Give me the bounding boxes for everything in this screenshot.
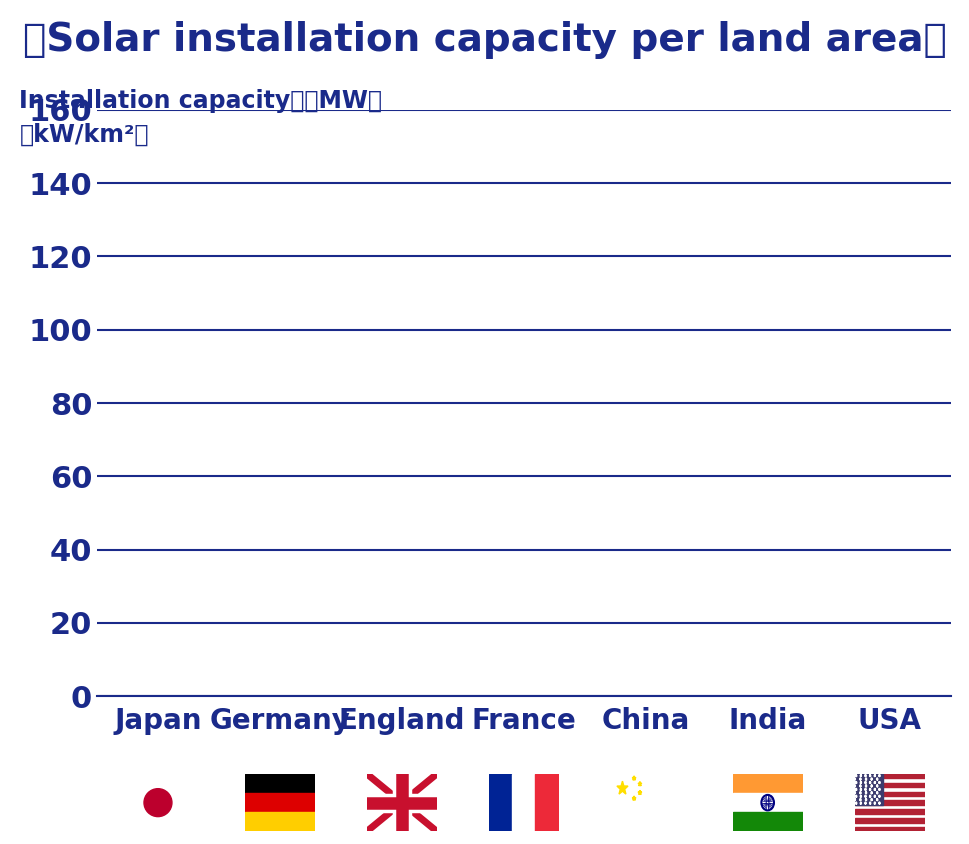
Polygon shape bbox=[855, 795, 857, 798]
Polygon shape bbox=[878, 774, 880, 776]
Polygon shape bbox=[855, 774, 857, 776]
Polygon shape bbox=[863, 795, 865, 798]
Polygon shape bbox=[864, 785, 866, 787]
Polygon shape bbox=[878, 802, 880, 804]
Polygon shape bbox=[868, 802, 870, 804]
Text: 【Solar installation capacity per land area】: 【Solar installation capacity per land ar… bbox=[23, 21, 946, 59]
Bar bbox=[732, 793, 801, 812]
Polygon shape bbox=[875, 785, 877, 787]
Polygon shape bbox=[875, 792, 877, 794]
Text: （kW/km²）: （kW/km²） bbox=[19, 122, 149, 146]
Polygon shape bbox=[864, 798, 866, 801]
Polygon shape bbox=[855, 802, 857, 804]
Polygon shape bbox=[868, 781, 870, 784]
Polygon shape bbox=[878, 788, 880, 791]
Bar bbox=[854, 818, 923, 823]
Polygon shape bbox=[875, 777, 877, 780]
Bar bbox=[732, 774, 801, 793]
Polygon shape bbox=[632, 776, 636, 780]
Polygon shape bbox=[863, 781, 865, 784]
Polygon shape bbox=[863, 788, 865, 791]
Polygon shape bbox=[873, 788, 875, 791]
Polygon shape bbox=[853, 785, 855, 787]
Bar bbox=[854, 827, 923, 831]
Polygon shape bbox=[868, 788, 870, 791]
Polygon shape bbox=[864, 777, 866, 780]
Polygon shape bbox=[863, 802, 865, 804]
Polygon shape bbox=[638, 782, 641, 786]
Bar bbox=[488, 774, 512, 831]
Polygon shape bbox=[878, 795, 880, 798]
Bar bbox=[732, 812, 801, 831]
Polygon shape bbox=[873, 795, 875, 798]
Bar bbox=[854, 800, 923, 805]
Bar bbox=[245, 774, 315, 793]
Polygon shape bbox=[873, 781, 875, 784]
Polygon shape bbox=[638, 790, 641, 794]
Bar bbox=[854, 774, 923, 778]
Circle shape bbox=[143, 788, 172, 817]
Polygon shape bbox=[873, 774, 875, 776]
Polygon shape bbox=[859, 798, 860, 801]
Polygon shape bbox=[875, 798, 877, 801]
Bar bbox=[245, 793, 315, 812]
Bar bbox=[854, 792, 923, 796]
Polygon shape bbox=[859, 785, 860, 787]
Polygon shape bbox=[870, 785, 871, 787]
Polygon shape bbox=[855, 788, 857, 791]
Polygon shape bbox=[853, 792, 855, 794]
Polygon shape bbox=[864, 792, 866, 794]
Polygon shape bbox=[853, 798, 855, 801]
Polygon shape bbox=[863, 774, 865, 776]
Polygon shape bbox=[868, 774, 870, 776]
Polygon shape bbox=[859, 777, 860, 780]
Polygon shape bbox=[632, 796, 636, 800]
Bar bbox=[854, 774, 882, 805]
Bar bbox=[512, 774, 535, 831]
Bar bbox=[245, 812, 315, 831]
Polygon shape bbox=[859, 792, 860, 794]
Bar bbox=[535, 774, 558, 831]
Polygon shape bbox=[868, 795, 870, 798]
Polygon shape bbox=[873, 802, 875, 804]
Polygon shape bbox=[870, 798, 871, 801]
Bar bbox=[854, 809, 923, 814]
Text: Installation capacity　（MW）: Installation capacity （MW） bbox=[19, 89, 382, 112]
Polygon shape bbox=[855, 781, 857, 784]
Polygon shape bbox=[878, 781, 880, 784]
Polygon shape bbox=[853, 777, 855, 780]
Polygon shape bbox=[870, 777, 871, 780]
Polygon shape bbox=[870, 792, 871, 794]
Polygon shape bbox=[616, 782, 627, 794]
Bar bbox=[854, 782, 923, 787]
